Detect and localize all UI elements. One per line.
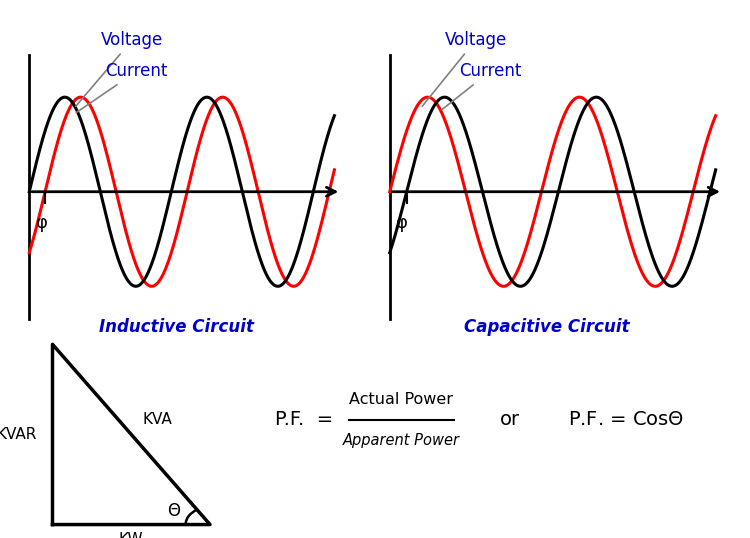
Text: Voltage: Voltage <box>422 31 507 107</box>
Text: φ: φ <box>396 214 407 232</box>
Text: Apparent Power: Apparent Power <box>343 433 460 448</box>
Text: KVAR: KVAR <box>0 427 37 442</box>
Text: Current: Current <box>76 62 168 112</box>
Text: or: or <box>500 410 520 429</box>
Text: $\Theta$: $\Theta$ <box>167 501 181 520</box>
Text: Inductive Circuit: Inductive Circuit <box>99 317 254 336</box>
Text: P.F.  =: P.F. = <box>274 410 333 429</box>
Text: Actual Power: Actual Power <box>350 392 453 407</box>
Text: KW: KW <box>119 532 143 538</box>
Text: φ: φ <box>35 214 47 232</box>
Text: Capacitive Circuit: Capacitive Circuit <box>464 317 629 336</box>
Text: P.F. = Cos$\Theta$: P.F. = Cos$\Theta$ <box>568 410 684 429</box>
Text: Voltage: Voltage <box>76 31 164 107</box>
Text: Current: Current <box>442 62 521 110</box>
Text: KVA: KVA <box>142 412 172 427</box>
